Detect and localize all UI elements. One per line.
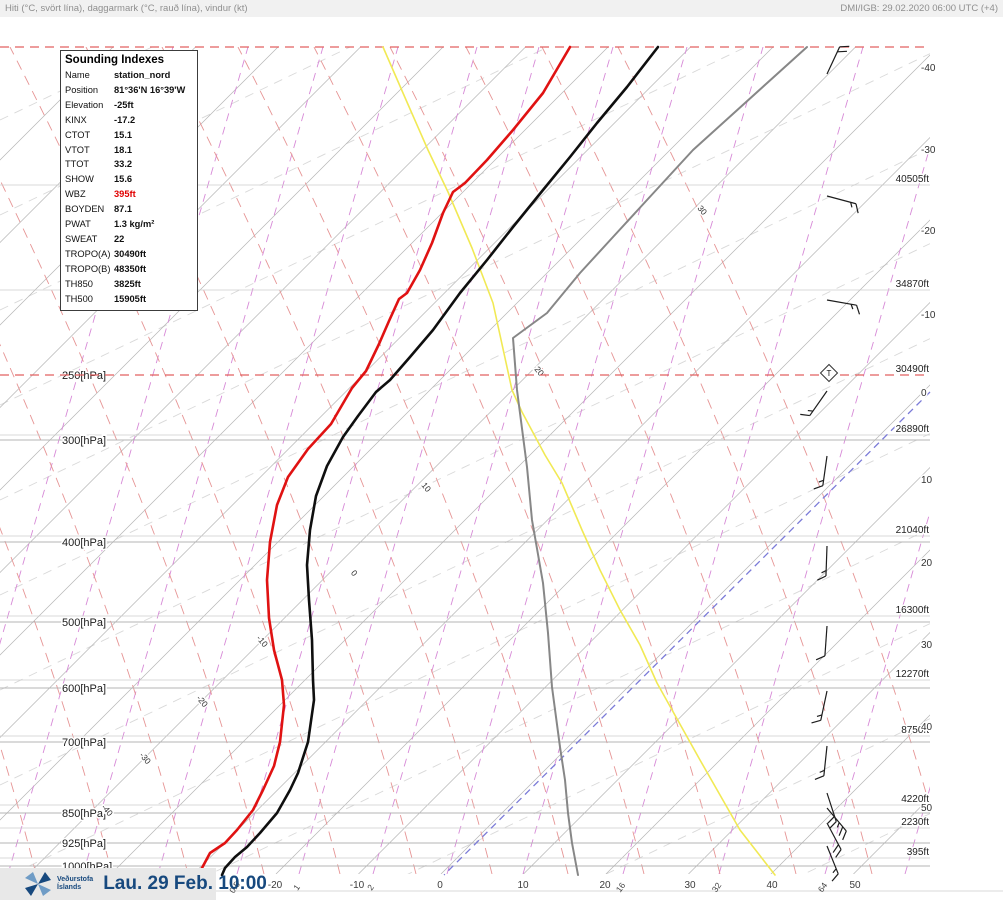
svg-text:250[hPa]: 250[hPa] (62, 370, 106, 382)
svg-text:21040ft: 21040ft (896, 525, 930, 536)
top-status-bar: Hiti (°C, svört lína), daggarmark (°C, r… (0, 0, 1003, 17)
svg-text:-10: -10 (350, 880, 365, 891)
index-row: Position 81°36'N 16°39'W (65, 84, 186, 95)
svg-text:32: 32 (710, 880, 724, 894)
svg-text:8750ft: 8750ft (901, 725, 929, 736)
svg-text:40: 40 (766, 880, 778, 891)
svg-text:26890ft: 26890ft (896, 424, 930, 435)
vedurstofa-logo-icon (25, 871, 51, 896)
org-name: Veðurstofa Íslands (57, 876, 94, 891)
index-row: WBZ 395ft (65, 189, 136, 200)
svg-text:2230ft: 2230ft (901, 817, 929, 828)
wind-barbs (800, 45, 861, 882)
svg-text:0: 0 (349, 568, 360, 578)
svg-text:10: 10 (921, 475, 933, 486)
svg-text:4220ft: 4220ft (901, 794, 929, 805)
svg-text:30490ft: 30490ft (896, 364, 930, 375)
svg-text:0: 0 (437, 880, 443, 891)
svg-text:925[hPa]: 925[hPa] (62, 838, 106, 850)
svg-text:34870ft: 34870ft (896, 279, 930, 290)
svg-text:0: 0 (921, 388, 927, 399)
index-row: VTOT 18.1 (65, 144, 133, 155)
svg-text:-20: -20 (268, 880, 283, 891)
svg-text:-10: -10 (255, 633, 271, 649)
index-row: KINX -17.2 (65, 114, 136, 125)
svg-text:-40: -40 (921, 63, 936, 74)
legend-text: Hiti (°C, svört lína), daggarmark (°C, r… (5, 3, 248, 14)
wind-barb (817, 545, 828, 581)
index-row: TTOT 33.2 (65, 159, 133, 170)
svg-text:-10: -10 (921, 310, 936, 321)
index-row: TH500 15905ft (65, 293, 147, 304)
index-row: TROPO(A) 30490ft (65, 248, 147, 259)
svg-text:-30: -30 (138, 750, 154, 766)
svg-text:50: 50 (849, 880, 861, 891)
svg-text:20: 20 (599, 880, 611, 891)
svg-text:12270ft: 12270ft (896, 669, 930, 680)
svg-text:10: 10 (419, 480, 433, 494)
freezing-level-line (443, 391, 931, 876)
svg-text:-20: -20 (195, 693, 211, 709)
wind-barb (814, 745, 828, 780)
sounding-indexes-box: Sounding Indexes Name station_nord Positio… (60, 50, 198, 311)
svg-text:700[hPa]: 700[hPa] (62, 737, 106, 749)
svg-text:40: 40 (921, 722, 933, 733)
svg-text:50: 50 (921, 803, 933, 814)
index-row: CTOT 15.1 (65, 129, 133, 140)
svg-text:400[hPa]: 400[hPa] (62, 537, 106, 549)
wind-barb (826, 45, 850, 75)
wind-barb (811, 690, 828, 724)
svg-text:10: 10 (517, 880, 529, 891)
index-row: Name station_nord (65, 70, 171, 80)
svg-text:20: 20 (921, 558, 933, 569)
dry-adiabats (0, 47, 930, 874)
index-row: PWAT 1.3 kg/m² (65, 219, 155, 230)
wind-barb (826, 299, 861, 315)
wind-barb (826, 822, 842, 858)
tropopause-marker: T (819, 363, 839, 383)
tropopause-lines (0, 46, 930, 376)
pressure-gridlines (0, 439, 1003, 892)
wind-barb (800, 390, 828, 417)
series-aux-profile (512, 46, 808, 876)
index-row: BOYDEN 87.1 (65, 204, 133, 215)
svg-text:30: 30 (921, 640, 933, 651)
svg-text:40505ft: 40505ft (896, 174, 930, 185)
wind-barb (813, 455, 828, 490)
sounding-indexes-title: Sounding Indexes (65, 54, 165, 66)
svg-text:1: 1 (291, 882, 302, 892)
series-temperature (220, 45, 660, 877)
svg-text:T: T (827, 369, 832, 378)
valid-date-text: Lau. 29 Feb. 10:00 (103, 873, 267, 894)
svg-text:30: 30 (684, 880, 696, 891)
index-row: TH850 3825ft (65, 278, 141, 289)
svg-text:20: 20 (532, 364, 546, 378)
sounding-indexes-rows: Name station_nord Position 81°36'N 16°39'W E… (61, 68, 197, 307)
index-row: SWEAT 22 (65, 233, 125, 244)
svg-text:300[hPa]: 300[hPa] (62, 435, 106, 447)
wind-barb (826, 845, 839, 882)
svg-text:2: 2 (365, 882, 376, 892)
footer-bar: Veðurstofa Íslands Lau. 29 Feb. 10:00 (0, 868, 267, 900)
wind-barb (826, 195, 859, 214)
svg-text:850[hPa]: 850[hPa] (62, 808, 106, 820)
svg-text:-20: -20 (921, 226, 936, 237)
model-run-text: DMI/IGB: 29.02.2020 06:00 UTC (+4) (840, 3, 998, 14)
svg-text:500[hPa]: 500[hPa] (62, 617, 106, 629)
index-row: SHOW 15.6 (65, 174, 133, 185)
svg-text:600[hPa]: 600[hPa] (62, 683, 106, 695)
series-standard-atmosphere (382, 46, 776, 876)
index-row: Elevation -25ft (65, 99, 134, 110)
series-dewpoint (197, 45, 572, 877)
svg-text:16300ft: 16300ft (896, 605, 930, 616)
svg-text:-30: -30 (921, 145, 936, 156)
svg-text:16: 16 (614, 880, 628, 894)
svg-text:64: 64 (816, 880, 830, 894)
wind-barb (826, 807, 847, 841)
wind-barb (815, 625, 828, 661)
index-row: TROPO(B) 48350ft (65, 263, 147, 274)
svg-text:395ft: 395ft (907, 847, 929, 858)
